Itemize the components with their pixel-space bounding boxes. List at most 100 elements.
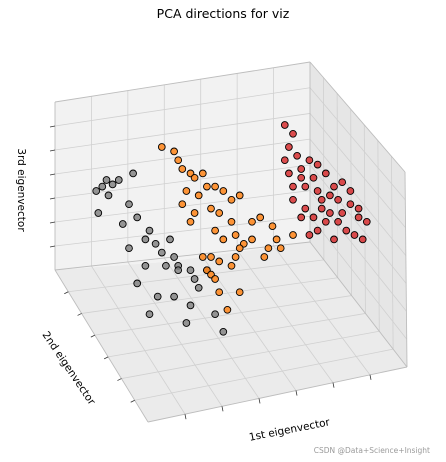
gridline [81, 277, 338, 314]
scatter-point-series-2 [285, 169, 293, 178]
scatter-point-series-1 [178, 200, 187, 209]
z-tick [49, 125, 56, 128]
scatter-point-series-2 [330, 235, 338, 244]
scatter-point-series-1 [227, 195, 236, 204]
pane-edge [309, 61, 406, 173]
scatter-point-series-2 [309, 213, 318, 222]
scatter-point-series-1 [235, 244, 244, 253]
scatter-point-series-1 [182, 187, 191, 195]
scatter-point-series-2 [285, 143, 293, 151]
scatter-point-series-0 [133, 213, 142, 222]
gridline [309, 87, 406, 201]
z-axis-label: 3rd eigenvector [15, 148, 27, 232]
scatter-point-series-1 [219, 235, 228, 244]
scatter-point-series-1 [223, 305, 232, 314]
z-tick [49, 221, 56, 224]
gridline [91, 265, 186, 415]
scatter-point-series-2 [350, 231, 359, 239]
scatter-point-series-2 [330, 182, 338, 191]
scatter-point-series-0 [118, 220, 127, 228]
scatter-point-series-2 [346, 200, 355, 209]
scatter-point-series-1 [190, 209, 199, 217]
gridline [391, 156, 394, 350]
x-tick [258, 398, 261, 404]
scatter-point-series-2 [305, 231, 314, 239]
scatter-point-series-0 [102, 176, 111, 184]
gridline [309, 138, 407, 256]
gridline [309, 216, 408, 340]
scatter-point-series-2 [354, 204, 363, 213]
scatter-point-series-2 [317, 195, 326, 204]
gridline [108, 313, 366, 358]
scatter-point-series-0 [186, 266, 195, 275]
chart-title: PCA directions for viz [157, 6, 290, 21]
scatter-point-series-1 [215, 288, 224, 297]
scatter-point-series-1 [256, 213, 265, 222]
scatter-point-series-2 [289, 129, 297, 138]
scatter-point-series-2 [326, 209, 334, 217]
gridline [127, 261, 223, 407]
x-tick [369, 374, 372, 380]
watermark: CSDN @Data+Science+Insight [314, 446, 430, 455]
scatter-point-series-0 [141, 235, 150, 244]
pane-edge [309, 241, 408, 368]
y-tick [117, 378, 122, 381]
pane-edge [54, 61, 311, 103]
scatter-point-series-2 [313, 226, 322, 235]
scatter-point-series-2 [346, 187, 355, 195]
scatter-point-series-1 [178, 165, 187, 173]
scatter-point-series-1 [215, 209, 224, 217]
scatter-point-series-0 [114, 176, 123, 184]
scatter-point-series-0 [153, 292, 162, 301]
scatter-point-series-1 [260, 253, 269, 261]
scatter-point-series-0 [157, 248, 166, 257]
scatter-point-series-1 [268, 222, 277, 231]
axis-ticks [49, 125, 372, 420]
scatter-point-series-2 [305, 156, 314, 165]
scatter-points [92, 121, 371, 336]
scatter-point-series-1 [207, 204, 215, 213]
scatter-point-series-2 [280, 121, 289, 129]
gridline [236, 249, 334, 383]
scatter-point-series-2 [297, 173, 306, 182]
scatter-point-series-1 [272, 235, 281, 244]
pane-edge [147, 366, 408, 423]
scatter-point-series-2 [326, 191, 334, 200]
y-tick [103, 356, 109, 360]
scatter-point-series-0 [104, 191, 113, 200]
gridline [163, 257, 260, 399]
scatter-point-series-1 [211, 226, 219, 235]
scatter-point-series-0 [162, 261, 170, 270]
scatter-point-series-0 [151, 239, 160, 248]
x-tick [184, 414, 187, 420]
scatter-point-series-2 [334, 217, 342, 226]
gridline [54, 215, 311, 247]
scatter-point-series-2 [358, 235, 367, 244]
x-tick [295, 390, 298, 396]
scatter-point-series-0 [219, 327, 228, 336]
scatter-point-series-0 [92, 187, 101, 195]
scatter-point-series-2 [313, 187, 322, 195]
gridline [54, 113, 311, 151]
scatter-point-series-0 [94, 209, 103, 217]
gridline [134, 348, 394, 401]
scatter-point-series-1 [248, 235, 256, 244]
scatter-point-series-1 [194, 191, 203, 200]
scatter-point-series-1 [231, 253, 240, 261]
scatter-point-series-0 [98, 182, 107, 191]
scatter-point-series-1 [190, 173, 199, 182]
gridline [54, 138, 311, 175]
scatter-point-series-0 [125, 200, 133, 209]
scatter-point-series-0 [145, 226, 154, 235]
scatter-point-series-1 [227, 217, 236, 226]
scatter-point-series-2 [313, 160, 322, 169]
scatter-point-series-1 [231, 231, 240, 239]
scatter-point-series-0 [129, 169, 137, 178]
z-tick [49, 173, 56, 176]
scatter-point-series-0 [141, 261, 150, 270]
scatter-point-series-1 [219, 187, 228, 195]
scatter-point-series-2 [334, 195, 342, 204]
gridline [309, 190, 407, 312]
pane-edge [54, 269, 149, 423]
